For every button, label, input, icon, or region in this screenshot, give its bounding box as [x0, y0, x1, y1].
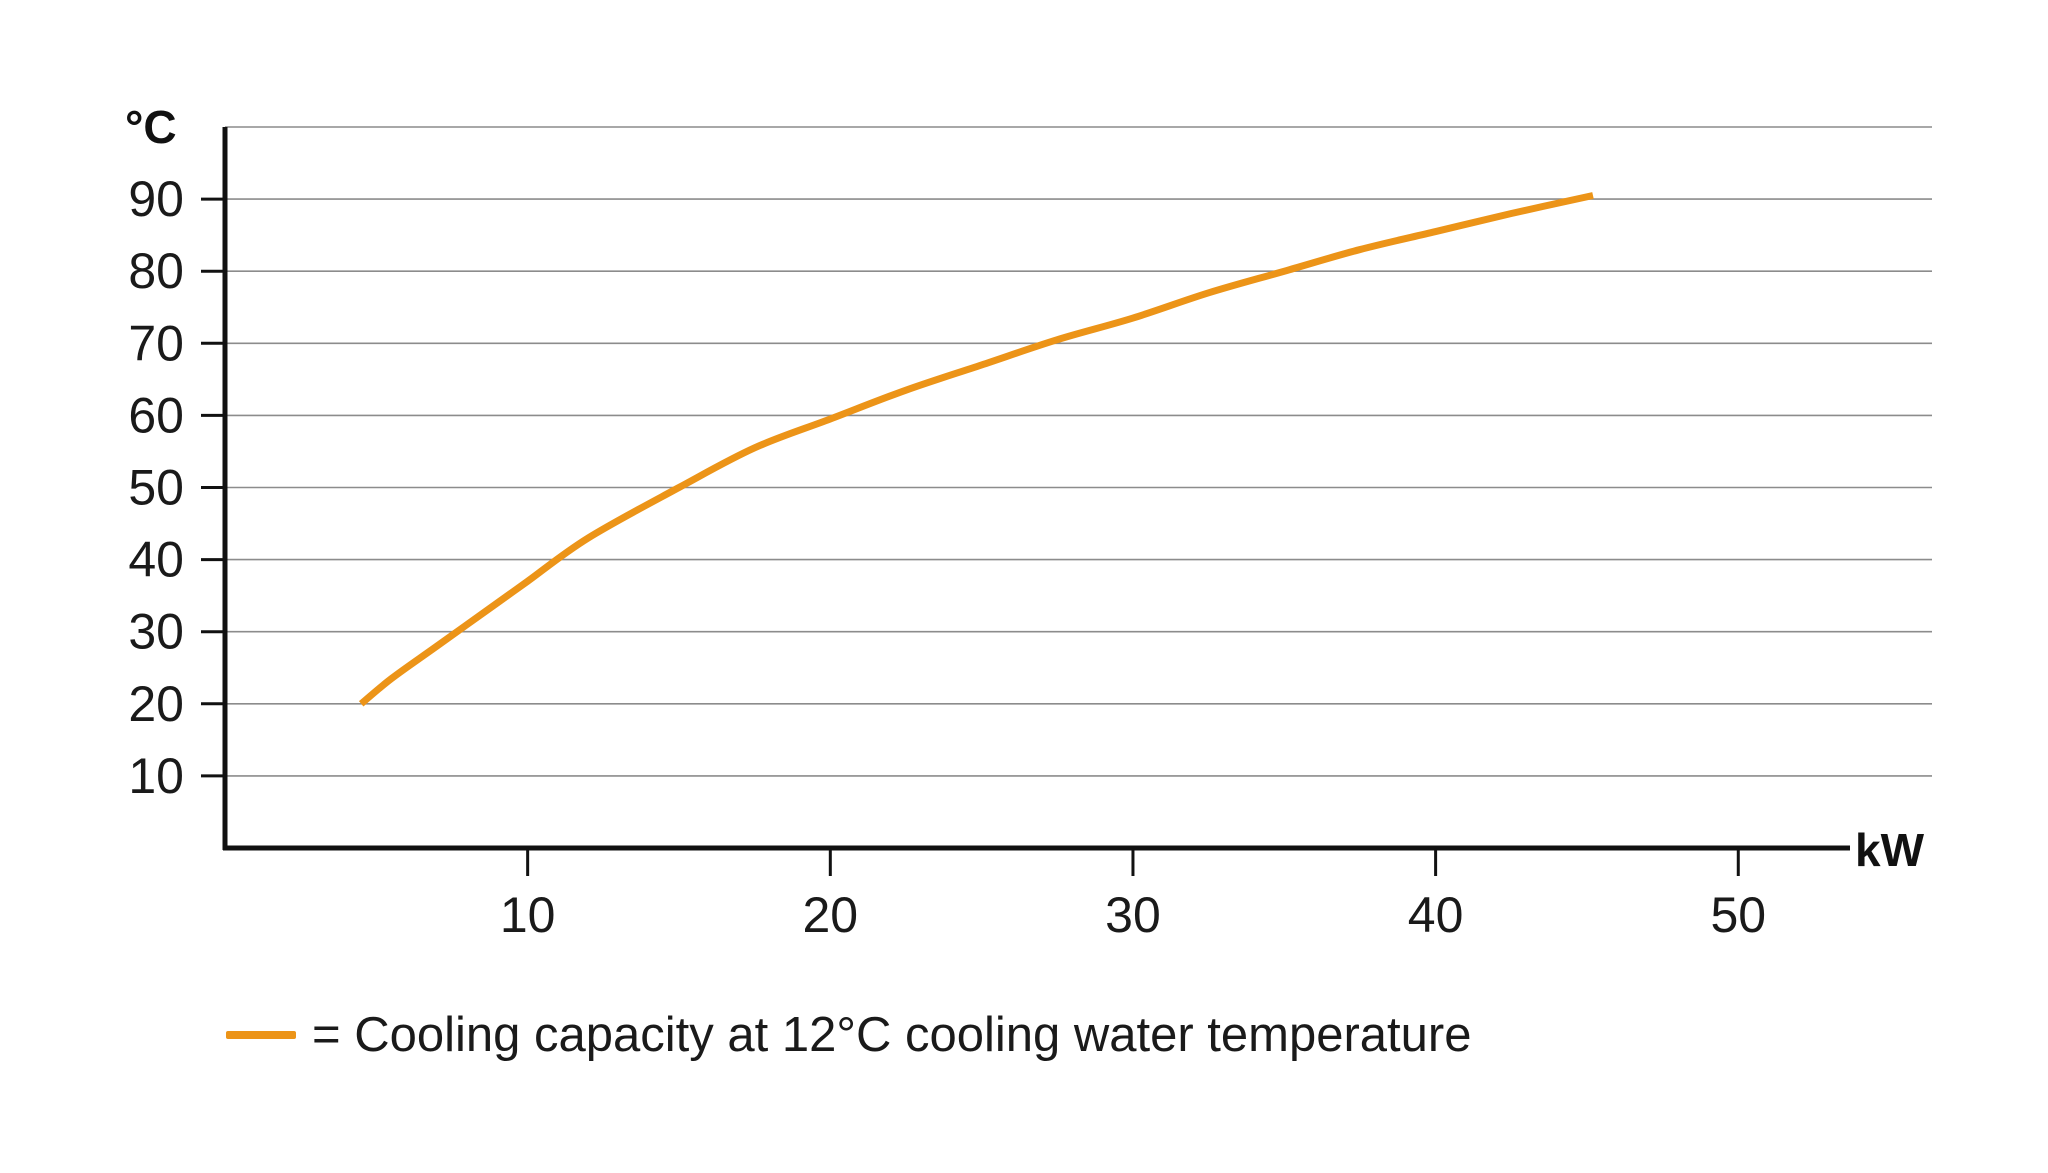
x-axis-unit-label: kW — [1855, 824, 1925, 876]
series-lines — [358, 192, 1594, 707]
axes — [201, 127, 1850, 876]
x-tick-label: 20 — [802, 887, 858, 943]
y-tick-label: 30 — [128, 604, 184, 660]
legend-swatch — [226, 1031, 296, 1039]
x-tick-label: 40 — [1408, 887, 1464, 943]
y-axis-unit-label: °C — [125, 101, 177, 153]
y-tick-label: 20 — [128, 676, 184, 732]
y-tick-label: 40 — [128, 532, 184, 588]
legend-label: = Cooling capacity at 12°C cooling water… — [312, 1008, 1472, 1062]
y-tick-label: 90 — [128, 171, 184, 227]
x-tick-label: 50 — [1710, 887, 1766, 943]
legend: = Cooling capacity at 12°C cooling water… — [226, 1000, 1471, 1070]
series-line — [358, 192, 1594, 707]
tick-labels: 10 20 30 40 50 60 70 80 90 10 20 30 40 50 — [128, 171, 1766, 943]
y-tick-label: 70 — [128, 315, 184, 371]
x-tick-label: 10 — [500, 887, 556, 943]
x-tick-label: 30 — [1105, 887, 1161, 943]
y-tick-label: 60 — [128, 387, 184, 443]
gridlines — [225, 126, 1932, 777]
y-tick-label: 80 — [128, 243, 184, 299]
y-tick-label: 50 — [128, 460, 184, 516]
y-tick-label: 10 — [128, 748, 184, 804]
